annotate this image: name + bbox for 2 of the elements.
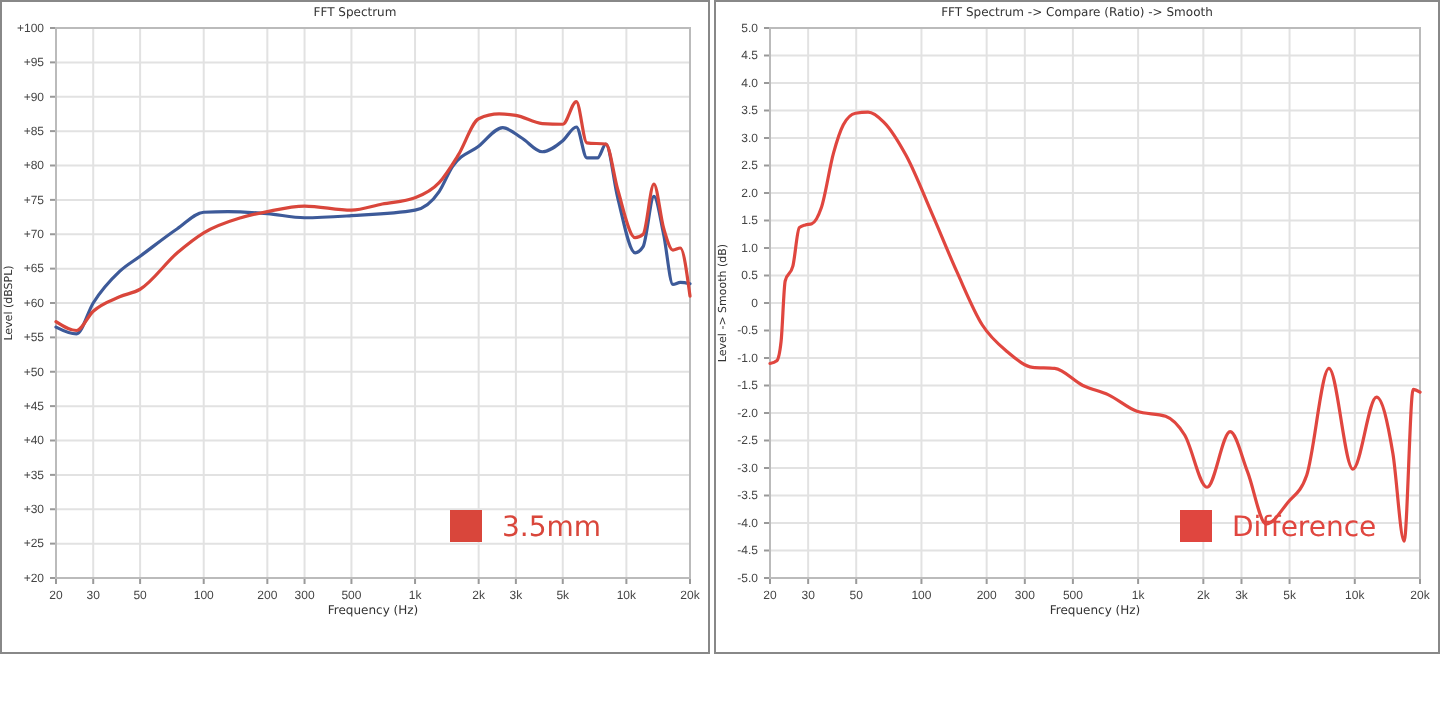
legend-label: 3.5mm xyxy=(502,512,602,544)
legend-label: Difference xyxy=(1232,512,1377,544)
